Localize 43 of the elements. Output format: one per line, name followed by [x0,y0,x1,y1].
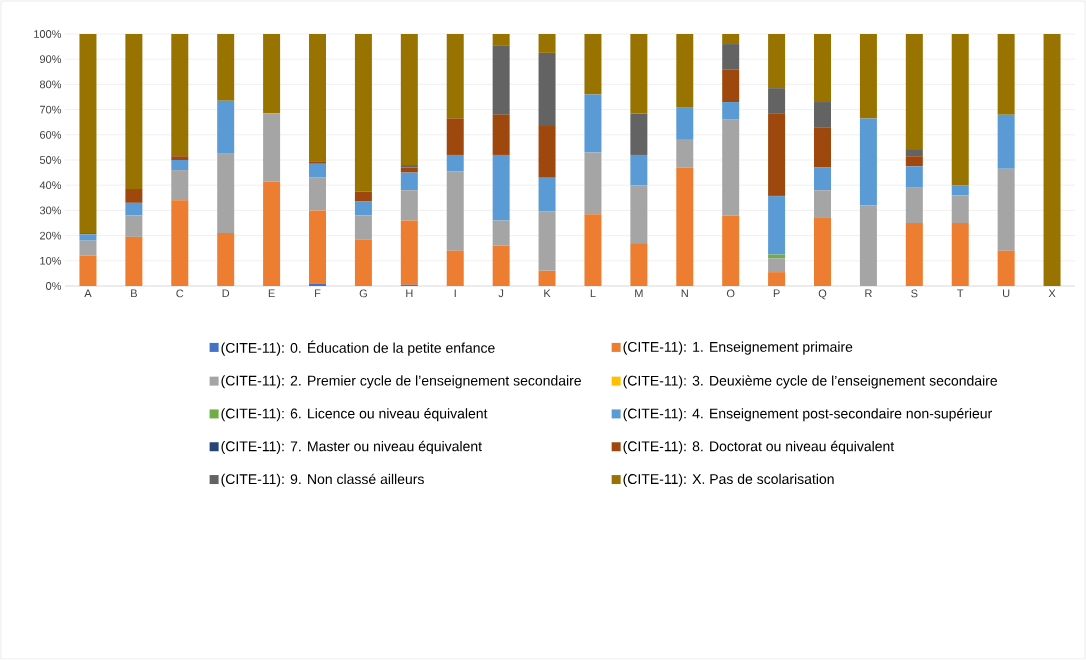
y-tick-label: 0% [46,282,62,290]
x-tick-label: L [590,289,596,298]
x-tick-label: T [957,289,964,298]
x-tick-label: E [268,289,275,298]
legend-label: (CITE-11): 3. Deuxième cycle de l’enseignement secondaire [623,375,998,389]
legend-label: (CITE-11): 7. Master ou niveau équivalent [221,440,482,455]
y-tick-label: 90% [39,55,62,64]
x-tick-label: U [1003,289,1010,298]
x-tick-label: M [635,289,643,298]
x-tick-label: B [131,289,137,298]
y-tick-label: 80% [39,80,62,89]
y-tick-label: 20% [40,231,62,240]
x-tick-label: P [773,289,780,298]
y-tick-label: 100% [34,30,62,38]
x-tick-label: I [454,289,456,298]
legend-label: (CITE-11): 1. Enseignement primaire [623,341,853,355]
legend-label: (CITE-11): 9. Non classé ailleurs [221,473,424,487]
legend-label: (CITE-11): X. Pas de scolarisation [623,473,834,487]
x-tick-label: H [406,289,413,298]
x-tick-label: S [911,289,918,298]
y-tick-label: 50% [39,156,62,164]
x-tick-label: X [1048,289,1056,298]
legend-label: (CITE-11): 2. Premier cycle de l’enseignement secondaire [221,375,581,389]
legend-label: (CITE-11): 0. Éducation de la petite enfance [221,340,495,356]
x-tick-label: C [176,289,184,298]
x-tick-label: K [544,289,551,298]
legend-label: (CITE-11): 4. Enseignement post-secondaire non-supérieur [623,408,992,422]
x-tick-label: A [84,289,92,298]
legend-label: (CITE-11): 8. Doctorat ou niveau équivalent [623,440,895,455]
x-tick-label: O [726,289,735,298]
y-tick-label: 30% [39,206,62,215]
y-tick-label: 70% [40,105,62,114]
y-tick-label: 10% [40,256,62,265]
x-tick-label: D [222,289,230,298]
x-tick-label: F [315,289,321,298]
y-tick-label: 40% [39,181,62,190]
x-tick-label: R [865,289,872,298]
x-tick-label: Q [818,289,827,300]
legend-label: (CITE-11): 6. Licence ou niveau équivalent [221,408,488,422]
x-tick-label: G [359,289,367,298]
x-tick-label: N [681,289,688,298]
x-tick-label: J [498,289,504,298]
y-tick-label: 60% [40,130,62,139]
